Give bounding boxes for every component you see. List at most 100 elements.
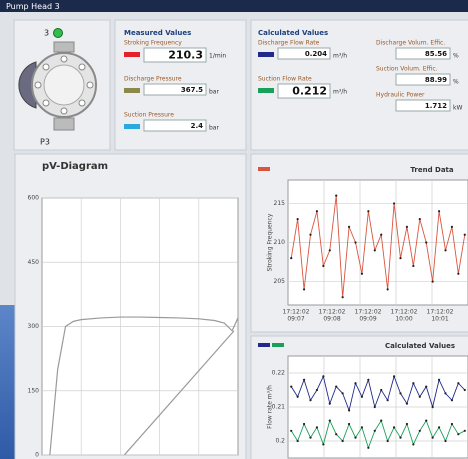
point xyxy=(315,210,319,213)
point xyxy=(309,233,312,236)
value-box xyxy=(277,83,331,99)
point xyxy=(367,210,370,213)
bolts xyxy=(34,55,94,115)
point xyxy=(335,385,338,388)
field-label: Stroking Frequency xyxy=(124,40,182,47)
point xyxy=(322,443,325,446)
unit: m³/h xyxy=(333,53,347,60)
y-tick-label: 0.2 xyxy=(275,438,285,445)
point xyxy=(367,446,370,449)
y-axis-label: Flow rate m³/h xyxy=(267,385,274,429)
plot xyxy=(290,374,466,450)
point xyxy=(354,382,357,385)
desktop-edge xyxy=(0,305,16,459)
value: 210.3 xyxy=(168,49,203,62)
point xyxy=(328,419,331,422)
point xyxy=(412,382,415,385)
point xyxy=(399,257,402,260)
point xyxy=(347,422,351,426)
chart-title: pV-Diagram xyxy=(42,161,108,172)
value-box xyxy=(143,83,207,96)
pump-panel: 3 P3 xyxy=(13,19,111,151)
point xyxy=(425,419,428,422)
plot xyxy=(290,194,466,299)
x-tick-label: 10:00 xyxy=(395,316,412,323)
point xyxy=(315,426,319,429)
legend-swatch xyxy=(258,52,274,57)
value: 0.212 xyxy=(292,85,327,98)
point xyxy=(405,422,409,426)
point xyxy=(302,378,306,381)
point xyxy=(386,288,389,291)
motor xyxy=(18,61,37,109)
point xyxy=(373,429,376,432)
value-box xyxy=(277,47,331,60)
y-tick-label: 210 xyxy=(274,239,286,246)
field-label: Discharge Volum. Effic. xyxy=(376,40,445,47)
unit: % xyxy=(453,53,459,60)
legend-swatch xyxy=(272,343,284,347)
point xyxy=(463,429,466,432)
series-line xyxy=(290,374,466,412)
point xyxy=(302,288,306,291)
point xyxy=(341,439,344,443)
unit: m³/h xyxy=(333,89,347,96)
point xyxy=(431,405,434,409)
plot xyxy=(49,316,238,455)
point xyxy=(437,378,441,381)
legend-swatch xyxy=(258,343,270,347)
point xyxy=(335,194,338,197)
point xyxy=(328,249,331,252)
pump-label: P3 xyxy=(40,138,50,147)
legend-swatch xyxy=(124,88,140,93)
series-line xyxy=(49,316,238,455)
point xyxy=(418,217,421,221)
x-tick-label: 17:12:02 xyxy=(355,309,382,316)
point xyxy=(341,296,344,299)
point xyxy=(360,395,364,398)
point xyxy=(412,264,415,268)
point xyxy=(405,225,409,228)
x-tick-label: 10:01 xyxy=(431,316,448,323)
unit: kW xyxy=(453,105,462,112)
pipe-top xyxy=(53,41,75,53)
x-tick-label: 17:12:02 xyxy=(391,309,418,316)
point xyxy=(322,264,325,268)
y-tick-label: 0 xyxy=(35,452,39,459)
value: 2.4 xyxy=(191,122,204,130)
x-tick-label: 17:12:02 xyxy=(319,309,346,316)
field-label: Discharge Flow Rate xyxy=(258,40,320,47)
legend-swatch xyxy=(258,88,274,93)
y-tick-label: 300 xyxy=(28,323,40,330)
value-box xyxy=(395,73,451,86)
point xyxy=(296,217,299,221)
point xyxy=(290,429,293,432)
y-tick-label: 450 xyxy=(28,259,40,266)
y-tick-label: 150 xyxy=(28,387,40,394)
series-line xyxy=(290,419,465,450)
value: 88.99 xyxy=(425,76,447,84)
series-line xyxy=(123,330,235,455)
point xyxy=(315,388,319,392)
status-led[interactable] xyxy=(53,28,63,38)
pump-number: 3 xyxy=(44,29,49,38)
point xyxy=(450,422,454,426)
value: 367.5 xyxy=(181,86,203,94)
point xyxy=(392,375,396,378)
point xyxy=(380,388,383,392)
point xyxy=(437,210,441,213)
point xyxy=(399,392,402,395)
point xyxy=(386,439,389,443)
point xyxy=(296,395,299,398)
point xyxy=(392,202,396,205)
point xyxy=(367,378,370,381)
point xyxy=(290,385,293,388)
point xyxy=(322,375,325,378)
value-box xyxy=(143,119,207,132)
x-tick-label: 17:12:02 xyxy=(283,309,310,316)
point xyxy=(463,233,466,236)
y-tick-label: 0.21 xyxy=(272,404,286,411)
point xyxy=(373,249,376,252)
y-axis-label: Stroking Frequency xyxy=(267,213,274,271)
point xyxy=(444,249,447,252)
